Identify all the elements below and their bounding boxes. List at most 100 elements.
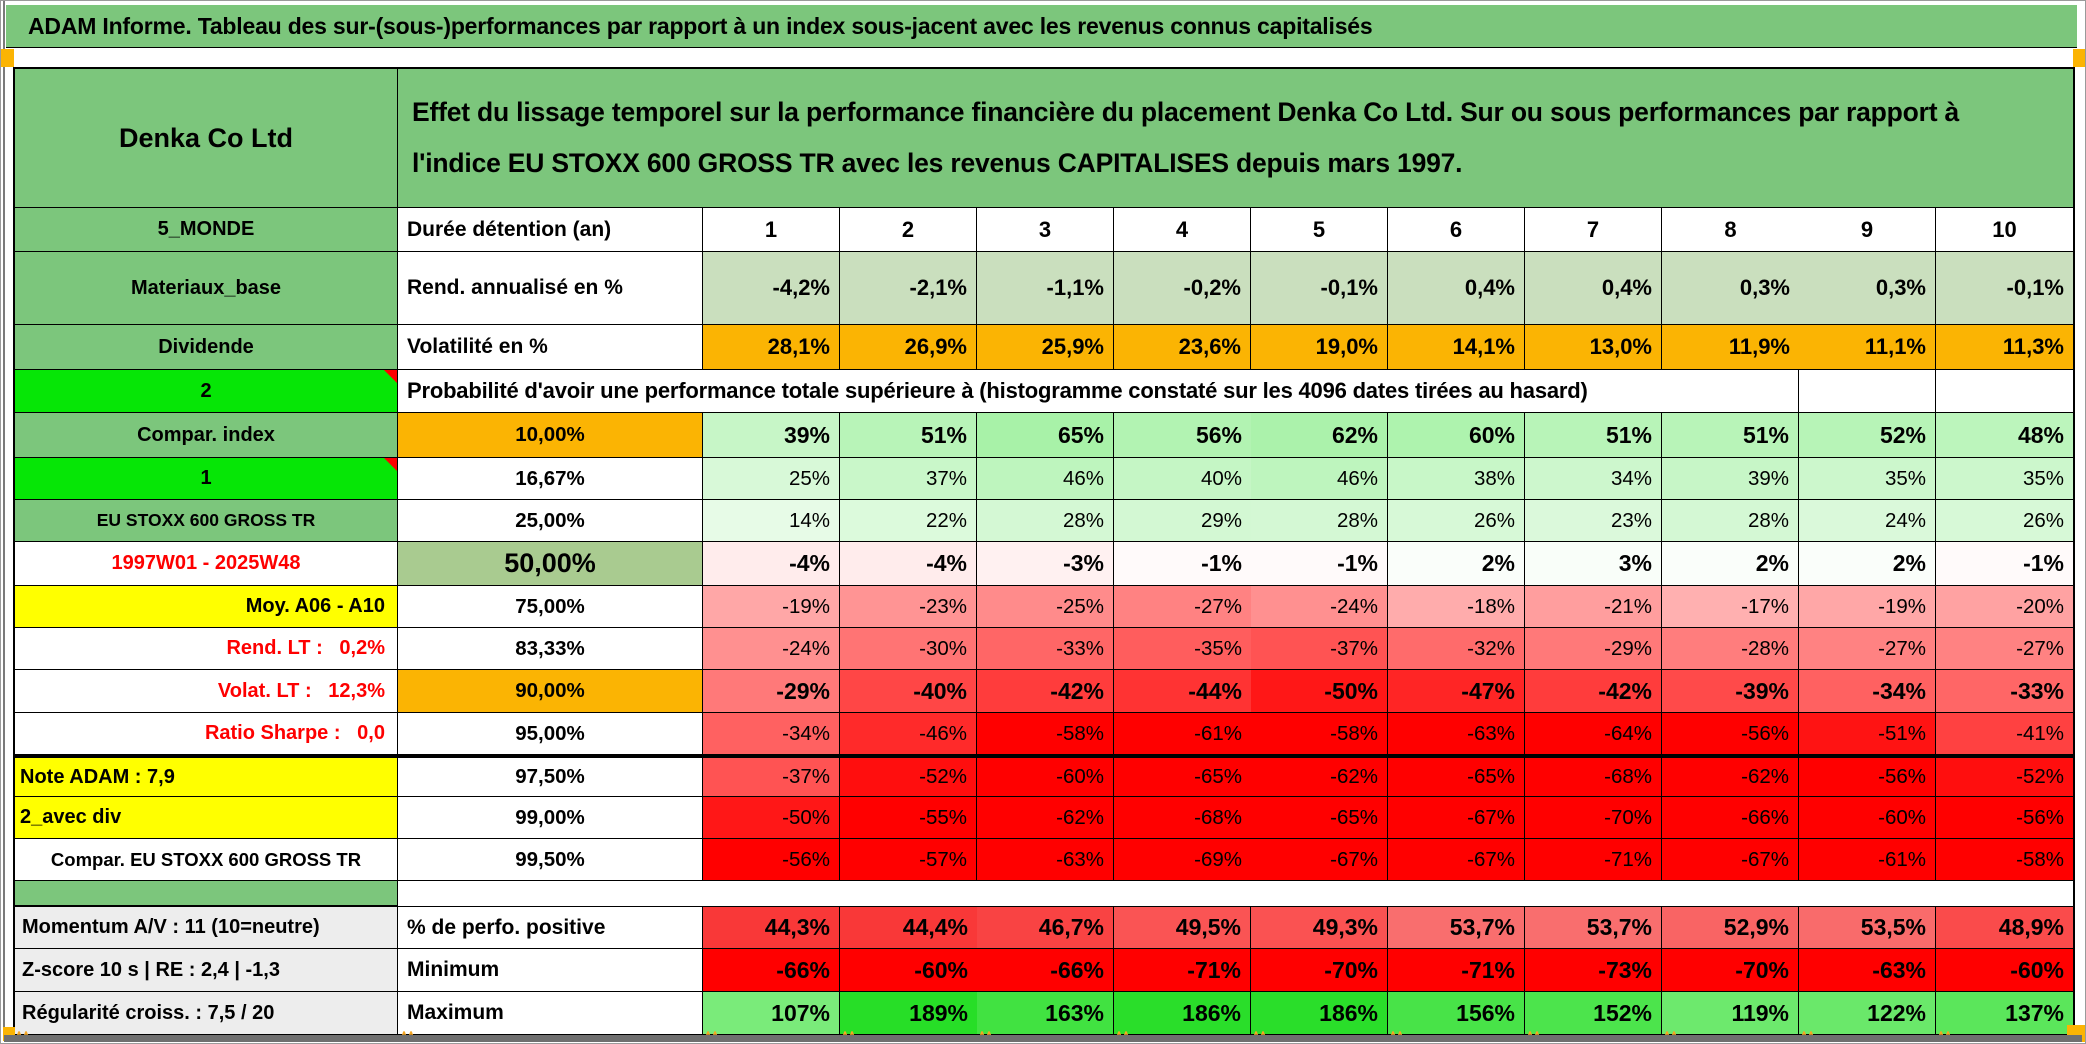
probability-value-cell[interactable]: -69% (1114, 839, 1251, 881)
probability-value-cell[interactable]: -35% (1114, 628, 1251, 670)
probability-value-cell[interactable]: -29% (1525, 628, 1662, 670)
stat-value-cell[interactable]: -70% (1251, 949, 1388, 992)
probability-value-cell[interactable]: -58% (1251, 713, 1388, 755)
probability-value-cell[interactable]: -50% (1251, 670, 1388, 713)
probability-value-cell[interactable]: -27% (1936, 628, 2073, 670)
row-label-dividende[interactable]: Dividende (15, 325, 398, 370)
probability-value-cell[interactable]: 23% (1525, 500, 1662, 542)
year-column-header-6[interactable]: 6 (1388, 208, 1525, 252)
probability-value-cell[interactable]: -55% (840, 797, 977, 839)
probability-value-cell[interactable]: 65% (977, 413, 1114, 458)
probability-value-cell[interactable]: 39% (703, 413, 840, 458)
probability-value-cell[interactable]: -67% (1388, 839, 1525, 881)
row-label[interactable]: Rend. LT : 0,2% (15, 628, 398, 670)
stat-value-cell[interactable]: 53,7% (1388, 906, 1525, 949)
probability-value-cell[interactable]: 29% (1114, 500, 1251, 542)
probability-value-cell[interactable]: -56% (1799, 755, 1936, 797)
row-label-materiaux-base[interactable]: Materiaux_base (15, 252, 398, 325)
stat-value-cell[interactable]: 44,4% (840, 906, 977, 949)
probability-value-cell[interactable]: -37% (1251, 628, 1388, 670)
probability-value-cell[interactable]: 51% (840, 413, 977, 458)
stat-value-cell[interactable]: 49,5% (1114, 906, 1251, 949)
probability-value-cell[interactable]: -23% (840, 586, 977, 628)
probability-value-cell[interactable]: -39% (1662, 670, 1799, 713)
table-description-cell[interactable]: Effet du lissage temporel sur la perform… (398, 69, 2073, 208)
row-label[interactable]: Ratio Sharpe : 0,0 (15, 713, 398, 755)
probability-value-cell[interactable]: -32% (1388, 628, 1525, 670)
stat-value-cell[interactable]: 156% (1388, 992, 1525, 1035)
volatilite-value-cell[interactable]: 11,1% (1799, 325, 1936, 370)
probability-value-cell[interactable]: -65% (1251, 797, 1388, 839)
volatilite-value-cell[interactable]: 26,9% (840, 325, 977, 370)
stat-value-cell[interactable]: -63% (1799, 949, 1936, 992)
company-name-cell[interactable]: Denka Co Ltd (15, 69, 398, 208)
probability-value-cell[interactable]: 14% (703, 500, 840, 542)
row-label[interactable]: Compar. index (15, 413, 398, 458)
probability-value-cell[interactable]: 28% (1662, 500, 1799, 542)
probability-value-cell[interactable]: -24% (703, 628, 840, 670)
threshold-cell[interactable]: 90,00% (398, 670, 703, 713)
stat-value-cell[interactable]: -60% (1936, 949, 2073, 992)
row-label-stat[interactable]: Régularité croiss. : 7,5 / 20 (15, 992, 398, 1035)
probability-value-cell[interactable]: -60% (1799, 797, 1936, 839)
threshold-cell[interactable]: 97,50% (398, 755, 703, 797)
year-column-header-7[interactable]: 7 (1525, 208, 1662, 252)
stat-value-cell[interactable]: 119% (1662, 992, 1799, 1035)
probability-value-cell[interactable]: -66% (1662, 797, 1799, 839)
probability-value-cell[interactable]: -68% (1525, 755, 1662, 797)
threshold-cell[interactable]: 50,00% (398, 542, 703, 586)
stat-value-cell[interactable]: 137% (1936, 992, 2073, 1035)
probability-value-cell[interactable]: -56% (1662, 713, 1799, 755)
threshold-cell[interactable]: 83,33% (398, 628, 703, 670)
year-column-header-3[interactable]: 3 (977, 208, 1114, 252)
probability-value-cell[interactable]: -42% (1525, 670, 1662, 713)
stat-value-cell[interactable]: 152% (1525, 992, 1662, 1035)
probability-value-cell[interactable]: -50% (703, 797, 840, 839)
row-label-5-monde[interactable]: 5_MONDE (15, 208, 398, 252)
duration-header-cell[interactable]: Durée détention (an) (398, 208, 703, 252)
empty-cell[interactable] (1799, 370, 1936, 413)
probability-value-cell[interactable]: -65% (1114, 755, 1251, 797)
probability-value-cell[interactable]: -51% (1799, 713, 1936, 755)
probability-value-cell[interactable]: -28% (1662, 628, 1799, 670)
probability-value-cell[interactable]: -3% (977, 542, 1114, 586)
stat-value-cell[interactable]: -71% (1388, 949, 1525, 992)
probability-value-cell[interactable]: 46% (977, 458, 1114, 500)
row-label[interactable]: EU STOXX 600 GROSS TR (15, 500, 398, 542)
volatilite-value-cell[interactable]: 11,9% (1662, 325, 1799, 370)
probability-value-cell[interactable]: -61% (1114, 713, 1251, 755)
probability-value-cell[interactable]: 34% (1525, 458, 1662, 500)
rend-annualise-value-cell[interactable]: -1,1% (977, 252, 1114, 325)
volatilite-value-cell[interactable]: 19,0% (1251, 325, 1388, 370)
probability-value-cell[interactable]: -33% (977, 628, 1114, 670)
probability-value-cell[interactable]: -70% (1525, 797, 1662, 839)
probability-value-cell[interactable]: -40% (840, 670, 977, 713)
probability-value-cell[interactable]: -21% (1525, 586, 1662, 628)
probability-value-cell[interactable]: -34% (1799, 670, 1936, 713)
threshold-cell[interactable]: 75,00% (398, 586, 703, 628)
probability-value-cell[interactable]: -24% (1251, 586, 1388, 628)
rend-annualise-value-cell[interactable]: -2,1% (840, 252, 977, 325)
year-column-header-5[interactable]: 5 (1251, 208, 1388, 252)
probability-value-cell[interactable]: 26% (1388, 500, 1525, 542)
probability-value-cell[interactable]: -19% (1799, 586, 1936, 628)
probability-value-cell[interactable]: -19% (703, 586, 840, 628)
volatilite-value-cell[interactable]: 25,9% (977, 325, 1114, 370)
probability-value-cell[interactable]: 2% (1662, 542, 1799, 586)
probability-value-cell[interactable]: -33% (1936, 670, 2073, 713)
probability-value-cell[interactable]: -44% (1114, 670, 1251, 713)
probability-value-cell[interactable]: 37% (840, 458, 977, 500)
probability-value-cell[interactable]: -62% (1251, 755, 1388, 797)
stat-value-cell[interactable]: 122% (1799, 992, 1936, 1035)
row-label-stat[interactable]: Momentum A/V : 11 (10=neutre) (15, 906, 398, 949)
probability-value-cell[interactable]: -65% (1388, 755, 1525, 797)
threshold-cell[interactable]: 95,00% (398, 713, 703, 755)
volatilite-label-cell[interactable]: Volatilité en % (398, 325, 703, 370)
stat-value-cell[interactable]: 46,7% (977, 906, 1114, 949)
stat-value-cell[interactable]: 186% (1251, 992, 1388, 1035)
probability-value-cell[interactable]: 46% (1251, 458, 1388, 500)
stat-value-cell[interactable]: -71% (1114, 949, 1251, 992)
probability-value-cell[interactable]: 26% (1936, 500, 2073, 542)
volatilite-value-cell[interactable]: 14,1% (1388, 325, 1525, 370)
stat-value-cell[interactable]: 186% (1114, 992, 1251, 1035)
